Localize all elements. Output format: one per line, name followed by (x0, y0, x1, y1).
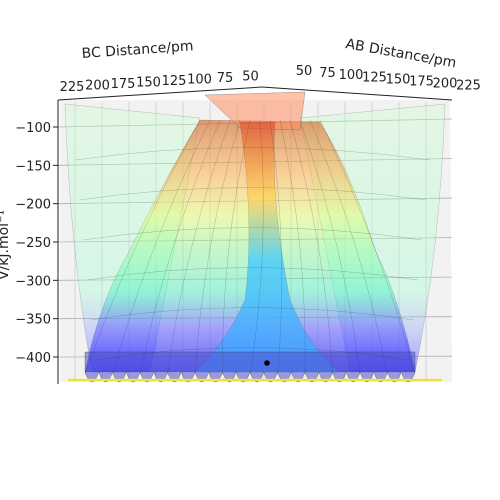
mesh-line (194, 119, 241, 376)
ab-tick-label: 200 (433, 77, 458, 92)
mesh-line (78, 187, 427, 201)
bc-tick-label: 150 (136, 76, 161, 91)
top-axis-left (57, 86, 263, 101)
ab-axis-label: AB Distance/pm (344, 36, 457, 71)
z-axis-ticks: −100 −150 −200 −250 −300 −350 −400 (15, 121, 58, 366)
z-tick-label: −100 (15, 121, 51, 136)
mesh-line (167, 119, 231, 376)
top-axis-right (261, 86, 453, 101)
trajectory-point (264, 360, 270, 366)
mesh-line (279, 119, 306, 376)
mesh-line (112, 119, 211, 376)
ab-tick-label: 225 (456, 79, 481, 94)
mesh-line (289, 119, 333, 376)
surface-mesh (74, 119, 431, 376)
z-tick-label: −300 (15, 274, 51, 289)
ab-tick-label: 175 (409, 75, 434, 90)
z-tick-label: −400 (15, 351, 51, 366)
mesh-line (269, 119, 282, 376)
mesh-line (249, 119, 264, 376)
ab-tick-label: 125 (362, 70, 387, 85)
mesh-line (299, 119, 361, 376)
mesh-line (82, 227, 423, 241)
mesh-line (84, 119, 201, 376)
mesh-line (139, 119, 221, 376)
bc-tick-label: 125 (162, 74, 187, 89)
ab-tick-label: 50 (296, 64, 313, 79)
ab-tick-label: 150 (386, 72, 411, 87)
mesh-line (74, 147, 431, 161)
z-tick-label: −350 (15, 313, 51, 328)
z-axis-label: V/kJ.mol⁻¹ (0, 210, 12, 280)
mesh-line (222, 119, 251, 376)
bc-tick-label: 175 (111, 77, 136, 92)
mesh-line (309, 119, 388, 376)
bc-tick-label: 75 (217, 71, 234, 86)
bc-axis-label: BC Distance/pm (81, 38, 194, 62)
z-tick-label: −250 (15, 236, 51, 251)
ab-tick-label: 75 (319, 66, 336, 81)
mesh-line (90, 307, 415, 321)
bc-tick-label: 100 (187, 73, 212, 88)
bc-tick-label: 200 (85, 79, 110, 94)
z-tick-label: −200 (15, 198, 51, 213)
bc-tick-label: 225 (60, 80, 85, 95)
bc-axis-ticks: 225 200 175 150 125 100 75 50 (60, 70, 259, 96)
ab-tick-label: 100 (339, 68, 364, 83)
mesh-line (94, 347, 411, 361)
bc-tick-label: 50 (242, 70, 259, 85)
surface-ridge (204, 91, 306, 131)
mesh-line (319, 119, 416, 376)
surface-bottom-fringe (84, 351, 416, 383)
z-tick-label: −150 (15, 159, 51, 174)
mesh-line (86, 267, 419, 281)
